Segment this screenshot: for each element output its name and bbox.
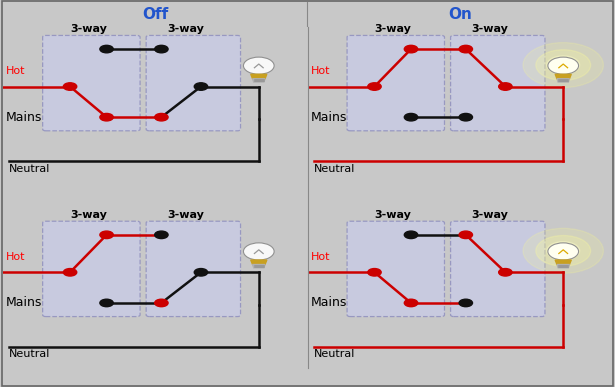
Circle shape <box>155 113 168 121</box>
Polygon shape <box>557 79 569 82</box>
Text: Neutral: Neutral <box>9 349 50 360</box>
Polygon shape <box>555 260 571 265</box>
Circle shape <box>536 236 590 266</box>
FancyBboxPatch shape <box>146 36 240 131</box>
FancyBboxPatch shape <box>42 36 140 131</box>
Text: Mains: Mains <box>311 111 347 124</box>
Circle shape <box>194 269 208 276</box>
Circle shape <box>459 45 472 53</box>
Text: On: On <box>448 7 472 22</box>
Text: Mains: Mains <box>6 296 42 310</box>
Circle shape <box>548 57 579 74</box>
Circle shape <box>244 243 274 260</box>
Circle shape <box>368 269 381 276</box>
Text: 3-way: 3-way <box>472 210 509 220</box>
Text: Neutral: Neutral <box>314 164 355 174</box>
Circle shape <box>63 83 77 90</box>
Circle shape <box>404 231 418 238</box>
FancyBboxPatch shape <box>146 221 240 317</box>
Circle shape <box>459 299 472 307</box>
Text: 3-way: 3-way <box>375 210 411 220</box>
Polygon shape <box>251 260 267 265</box>
Circle shape <box>155 299 168 307</box>
Text: 3-way: 3-way <box>167 210 204 220</box>
Polygon shape <box>555 74 571 79</box>
Text: 3-way: 3-way <box>70 24 107 34</box>
Circle shape <box>499 83 512 90</box>
Polygon shape <box>251 74 267 79</box>
Circle shape <box>523 43 603 87</box>
Text: Neutral: Neutral <box>314 349 355 360</box>
Polygon shape <box>253 79 265 82</box>
Text: 3-way: 3-way <box>472 24 509 34</box>
FancyBboxPatch shape <box>451 36 545 131</box>
Text: 3-way: 3-way <box>375 24 411 34</box>
Circle shape <box>155 231 168 238</box>
FancyBboxPatch shape <box>451 221 545 317</box>
Circle shape <box>100 45 113 53</box>
FancyBboxPatch shape <box>347 221 445 317</box>
Circle shape <box>547 241 580 260</box>
FancyBboxPatch shape <box>42 221 140 317</box>
Circle shape <box>100 113 113 121</box>
Circle shape <box>536 50 590 80</box>
Polygon shape <box>253 265 265 268</box>
Text: Hot: Hot <box>6 66 26 76</box>
Text: 3-way: 3-way <box>167 24 204 34</box>
Circle shape <box>63 269 77 276</box>
Text: Mains: Mains <box>311 296 347 310</box>
Text: Mains: Mains <box>6 111 42 124</box>
Text: Hot: Hot <box>311 252 330 262</box>
Circle shape <box>155 45 168 53</box>
Circle shape <box>194 83 208 90</box>
Circle shape <box>100 231 113 238</box>
Circle shape <box>244 57 274 74</box>
Circle shape <box>459 113 472 121</box>
FancyBboxPatch shape <box>347 36 445 131</box>
Text: 3-way: 3-way <box>70 210 107 220</box>
Text: Off: Off <box>142 7 169 22</box>
Circle shape <box>368 83 381 90</box>
Circle shape <box>523 228 603 273</box>
Text: Hot: Hot <box>311 66 330 76</box>
Circle shape <box>548 243 579 260</box>
Circle shape <box>100 299 113 307</box>
Text: Neutral: Neutral <box>9 164 50 174</box>
Circle shape <box>404 113 418 121</box>
Circle shape <box>404 45 418 53</box>
Text: Hot: Hot <box>6 252 26 262</box>
Circle shape <box>547 56 580 74</box>
Polygon shape <box>557 265 569 268</box>
Circle shape <box>404 299 418 307</box>
Circle shape <box>499 269 512 276</box>
Circle shape <box>459 231 472 238</box>
